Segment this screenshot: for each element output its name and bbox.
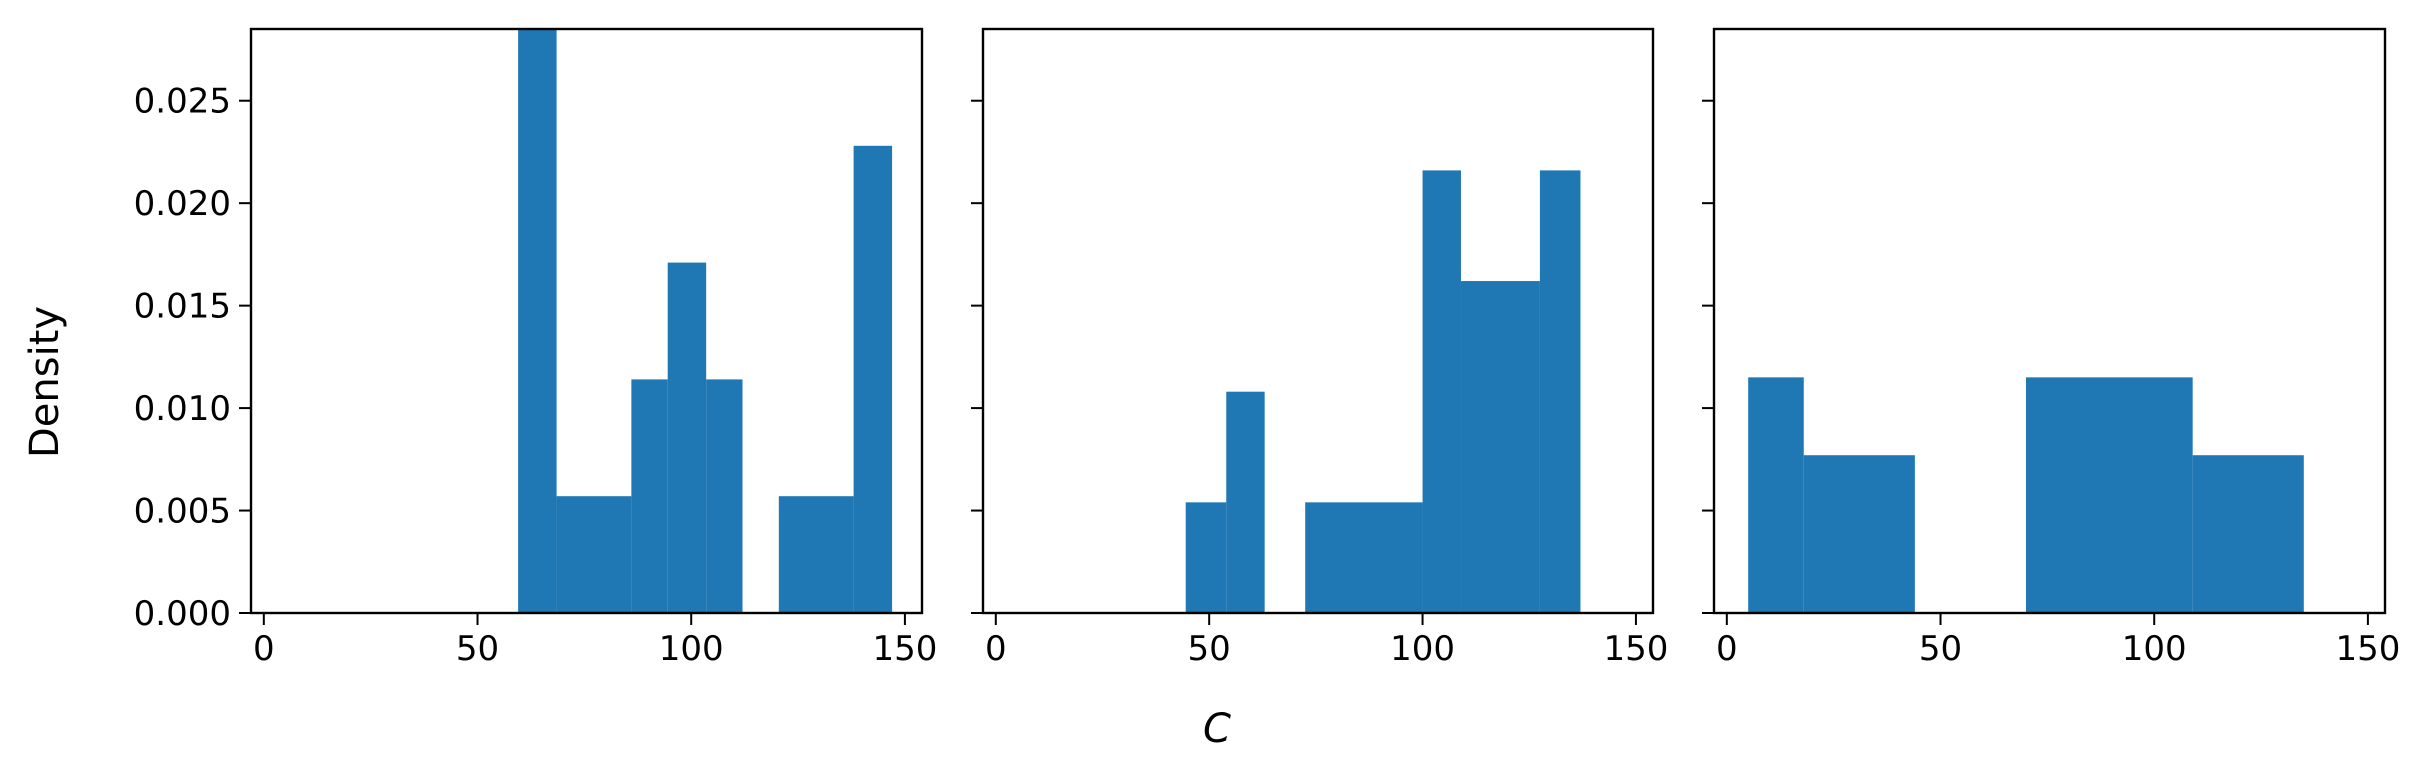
axes-frame [981, 27, 1655, 615]
panels: 0 50 100 1500.0000.0050.0100.0150.0200.0250… [134, 27, 2400, 669]
histogram-bar [667, 262, 707, 613]
y-tick-label: 0.020 [134, 184, 231, 224]
x-tick-label: 50 [456, 629, 499, 669]
histogram-bar [631, 379, 668, 613]
panel-1: 0 50 100 150 0.000 0.005 0.010 0.015 0.020 0.025 [134, 27, 937, 669]
x-tick-label: 50 [1188, 629, 1231, 669]
histogram-bar [1460, 281, 1540, 613]
histogram-bar [1422, 170, 1461, 614]
x-tick-label: 150 [872, 629, 937, 669]
histogram-bar [2192, 455, 2304, 613]
panel-2: 0 50 100 150 [971, 27, 1668, 669]
x-tick-label: 50 [1919, 629, 1962, 669]
histogram-bar [1748, 377, 1804, 613]
histogram-bar [778, 496, 854, 613]
y-axis-label: Density [22, 306, 68, 458]
histogram-bar [518, 29, 557, 613]
x-tick-label: 0 [1716, 629, 1738, 669]
y-tick-label: 0.000 [134, 594, 231, 634]
y-tick-label: 0.010 [134, 389, 231, 429]
y-tick-label: 0.005 [134, 492, 231, 532]
x-tick-label: 100 [659, 629, 724, 669]
histogram-bar [1803, 455, 1915, 613]
axes-frame [1712, 27, 2387, 615]
x-tick-label: 0 [985, 629, 1007, 669]
histogram-bar [1185, 502, 1227, 613]
histogram-bar [1226, 391, 1265, 613]
y-tick-label: 0.015 [134, 287, 231, 327]
histogram-bar [556, 496, 632, 613]
axes-frame [249, 27, 924, 615]
histogram-bar [706, 379, 743, 613]
histogram-bar [1305, 502, 1423, 613]
x-tick-label: 150 [1603, 629, 1668, 669]
panel-3: 0 50 100 150 [1702, 27, 2400, 669]
y-tick-label: 0.025 [134, 82, 231, 122]
histogram-bar [2025, 377, 2193, 613]
x-tick-label: 100 [1390, 629, 1455, 669]
x-tick-label: 100 [2122, 629, 2187, 669]
x-tick-label: 0 [253, 629, 275, 669]
histogram-bar [1539, 170, 1581, 614]
histogram-bar [853, 145, 893, 614]
x-tick-label: 150 [2335, 629, 2400, 669]
x-axis-label: C [1203, 706, 1231, 752]
